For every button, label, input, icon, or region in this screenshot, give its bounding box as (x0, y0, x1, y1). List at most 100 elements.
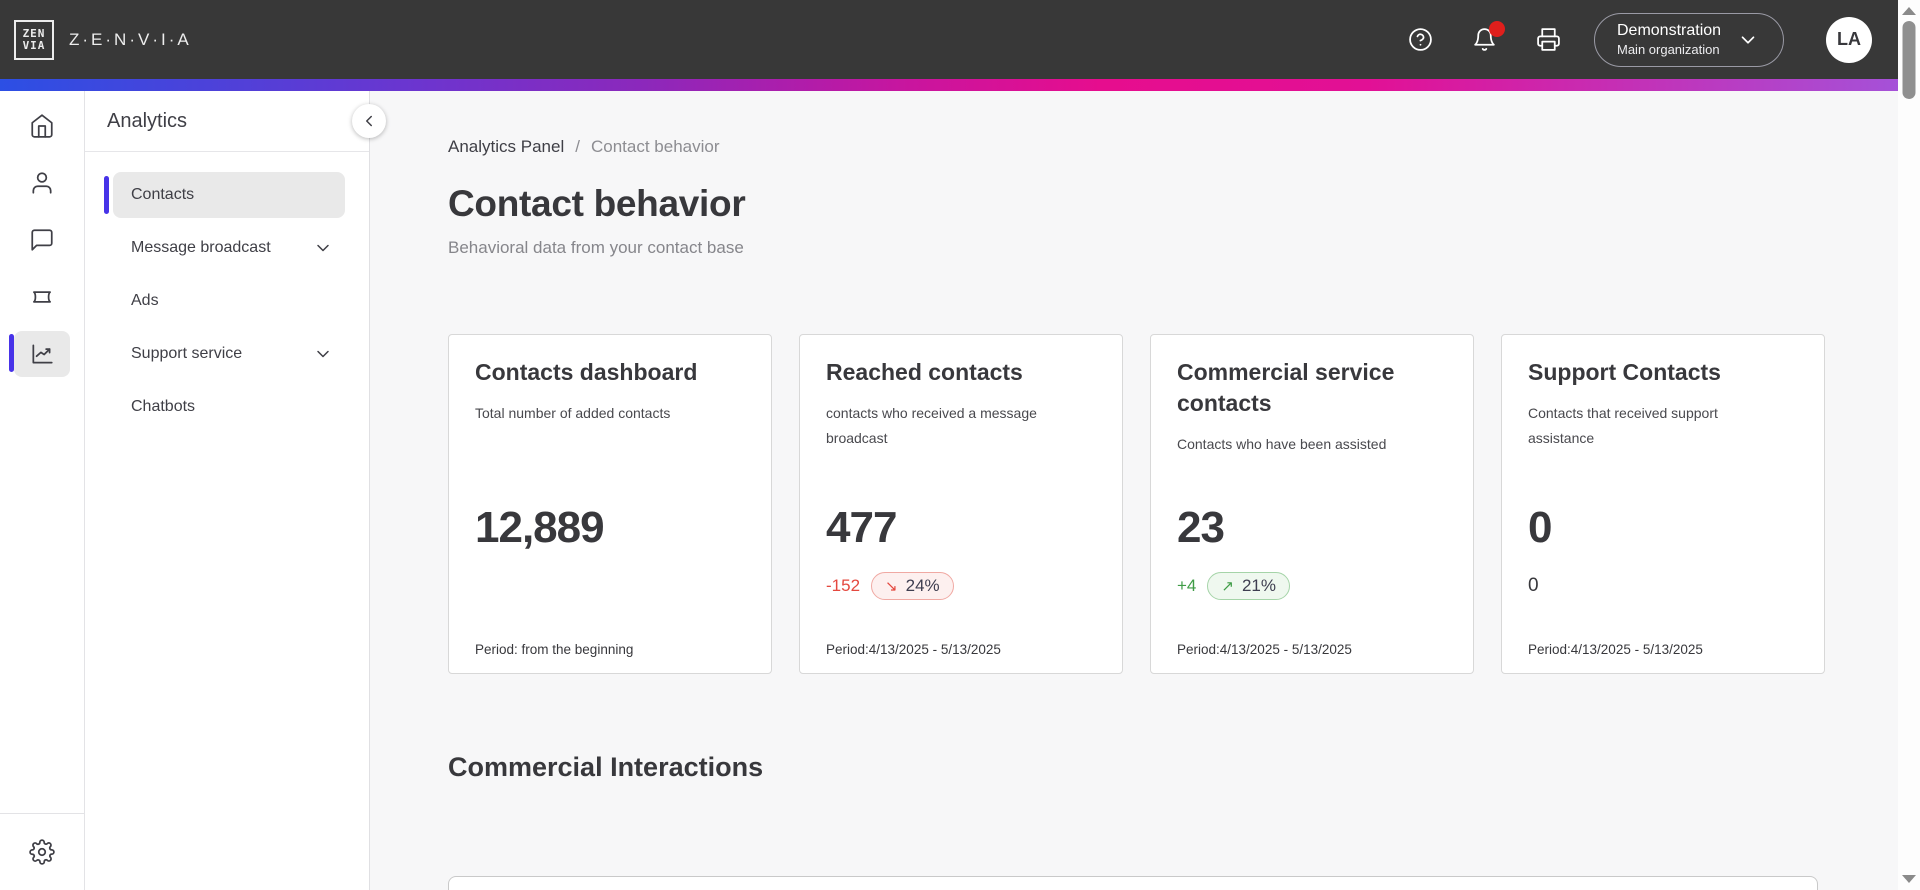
card-contacts-dashboard: Contacts dashboard Total number of added… (448, 334, 772, 674)
logo-top-letters: ZEN (22, 26, 46, 40)
page-scrollbar (1898, 0, 1920, 890)
chevron-down-icon (1741, 35, 1755, 44)
icon-rail (0, 91, 85, 890)
rail-item-home[interactable] (0, 97, 84, 154)
notification-badge-dot (1489, 20, 1505, 37)
user-avatar[interactable]: LA (1826, 16, 1872, 63)
card-description: Contacts who have been assisted (1177, 436, 1387, 453)
gear-icon (29, 839, 55, 865)
menu-item-label: Contacts (131, 186, 195, 203)
card-title: Commercial service contacts (1177, 359, 1395, 417)
card-value: 477 (826, 503, 897, 552)
main-content: Analytics Panel / Contact behavior Conta… (370, 91, 1898, 890)
organization-texts: Demonstration Main organization (1617, 21, 1721, 58)
card-secondary-value: 0 (1528, 575, 1539, 596)
print-button[interactable] (1534, 26, 1562, 54)
analytics-panel: Analytics Contacts Message broadcast (85, 91, 386, 890)
trend-up-arrow-icon: ↗ (1221, 578, 1234, 595)
stat-cards-row: Contacts dashboard Total number of added… (448, 334, 1898, 674)
collapse-panel-button[interactable] (352, 104, 386, 138)
top-bar-actions: Demonstration Main organization LA (1406, 12, 1872, 67)
page-subtitle: Behavioral data from your contact base (448, 238, 744, 257)
panel-title: Analytics (107, 109, 188, 132)
rail-item-campaigns[interactable] (0, 268, 84, 325)
card-title: Support Contacts (1528, 359, 1721, 385)
menu-item-ads[interactable]: Ads (113, 278, 345, 324)
menu-item-label: Ads (131, 292, 159, 309)
delta-value: -152 (826, 576, 861, 595)
printer-icon (1536, 28, 1560, 51)
chevron-left-icon (366, 115, 372, 127)
card-period: Period:4/13/2025 - 5/13/2025 (826, 642, 1001, 657)
breadcrumb-analytics-panel[interactable]: Analytics Panel (448, 137, 565, 156)
scrollbar-thumb[interactable] (1902, 21, 1916, 99)
organization-name: Demonstration (1617, 22, 1722, 39)
card-description: contacts who received a message broadcas… (826, 405, 1037, 446)
menu-item-message-broadcast[interactable]: Message broadcast (113, 225, 345, 271)
zenvia-logo-icon: ZEN VIA (14, 19, 54, 60)
breadcrumb: Analytics Panel / Contact behavior (448, 137, 1898, 157)
active-item-background (14, 330, 70, 377)
card-reached-contacts: Reached contacts contacts who received a… (799, 334, 1123, 674)
bell-icon (1473, 28, 1495, 51)
rail-item-conversations[interactable] (0, 211, 84, 268)
card-title: Contacts dashboard (475, 359, 698, 385)
menu-item-label: Chatbots (131, 398, 196, 415)
card-value: 0 (1528, 503, 1553, 552)
trend-percent: 24% (905, 576, 940, 595)
section-title-commercial-interactions: Commercial Interactions (448, 752, 764, 782)
card-delta-row: +4 ↗ 21% (1177, 572, 1290, 600)
card-value: 23 (1177, 503, 1225, 552)
logo-bottom-letters: VIA (22, 38, 46, 52)
page-title: Contact behavior (448, 183, 746, 224)
trend-badge-down: ↘ 24% (871, 572, 954, 600)
menu-item-contacts[interactable]: Contacts (104, 172, 345, 218)
help-circle-icon (1408, 28, 1432, 51)
commercial-interactions-card (448, 876, 1818, 890)
scrollbar-down-arrow[interactable] (1902, 875, 1916, 883)
ticket-icon (33, 290, 51, 303)
panel-header: Analytics (85, 91, 369, 152)
card-title: Reached contacts (826, 359, 1023, 385)
panel-menu: Contacts Message broadcast Ads Support s… (85, 172, 369, 430)
home-icon (31, 113, 53, 138)
menu-item-label: Message broadcast (131, 239, 271, 256)
card-commercial-service-contacts: Commercial service contacts Contacts who… (1150, 334, 1474, 674)
person-icon (32, 171, 52, 194)
menu-item-chatbots[interactable]: Chatbots (113, 384, 345, 430)
organization-switcher[interactable]: Demonstration Main organization (1594, 12, 1784, 67)
menu-item-support-service[interactable]: Support service (113, 331, 345, 377)
rail-item-analytics[interactable] (0, 325, 84, 382)
rail-spacer (0, 382, 84, 813)
card-period: Period:4/13/2025 - 5/13/2025 (1177, 642, 1352, 657)
menu-item-label: Support service (131, 345, 243, 362)
breadcrumb-current: Contact behavior (590, 137, 720, 156)
card-description: Contacts that received support assistanc… (1528, 405, 1718, 446)
card-description: Total number of added contacts (475, 405, 671, 422)
organization-detail: Main organization (1617, 42, 1720, 57)
brand-gradient-bar (0, 79, 1898, 91)
card-period: Period: from the beginning (475, 642, 634, 657)
settings-button[interactable] (0, 814, 84, 890)
delta-value: +4 (1177, 576, 1197, 595)
card-value: 12,889 (475, 503, 605, 552)
rail-divider (0, 813, 84, 814)
zenvia-brand[interactable]: ZEN VIA Z·E·N·V·I·A (14, 19, 192, 60)
chevron-down-icon (313, 238, 333, 258)
card-delta-row: -152 ↘ 24% (826, 572, 954, 600)
top-bar: ZEN VIA Z·E·N·V·I·A (0, 0, 1898, 79)
breadcrumb-separator: / (575, 137, 580, 156)
trend-badge-up: ↗ 21% (1207, 572, 1290, 600)
card-support-contacts: Support Contacts Contacts that received … (1501, 334, 1825, 674)
chat-bubble-icon (31, 228, 53, 251)
avatar-initials: LA (1837, 29, 1861, 49)
rail-item-contacts[interactable] (0, 154, 84, 211)
help-button[interactable] (1406, 26, 1434, 54)
scrollbar-up-arrow[interactable] (1902, 7, 1916, 15)
zenvia-wordmark: Z·E·N·V·I·A (69, 29, 192, 49)
trend-down-arrow-icon: ↘ (885, 578, 898, 595)
card-period: Period:4/13/2025 - 5/13/2025 (1528, 642, 1703, 657)
notifications-button[interactable] (1470, 20, 1505, 54)
chevron-down-icon (313, 344, 333, 364)
